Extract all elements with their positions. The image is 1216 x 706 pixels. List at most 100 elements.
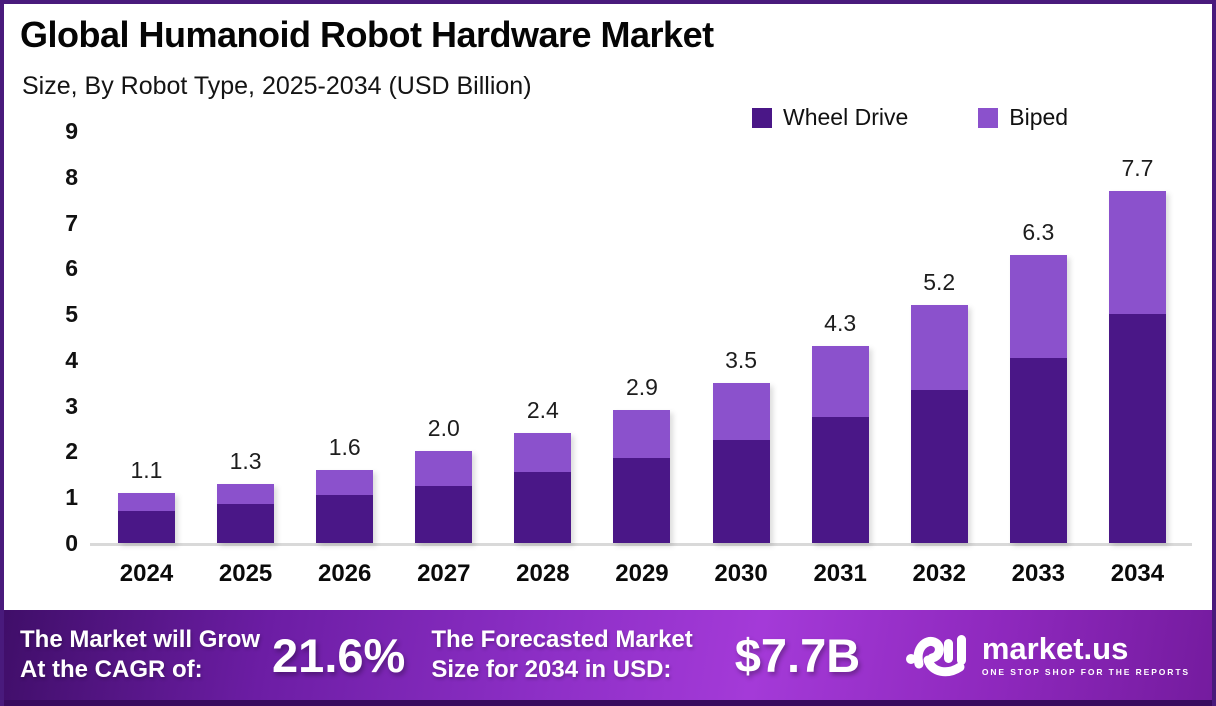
legend-label: Biped [1009,104,1069,130]
bar-total-label: 1.3 [229,447,262,474]
y-tick-label: 0 [65,530,78,556]
bar-segment-wheel-drive [910,389,968,543]
bar-segment-wheel-drive [217,504,275,543]
page-title: Global Humanoid Robot Hardware Market [20,14,714,55]
bar-segment-biped [1108,190,1166,315]
bar-total-label: 2.9 [625,374,658,401]
brand-tagline: ONE STOP SHOP FOR THE REPORTS [981,667,1190,677]
legend-swatch [978,107,999,128]
bar-segment-wheel-drive [415,485,473,543]
forecast-label-line1: The Forecasted Market [431,626,693,653]
legend-item: Biped [978,104,1068,131]
x-tick-label: 2030 [714,560,768,587]
x-tick-label: 2034 [1110,560,1165,587]
legend-label: Wheel Drive [783,104,909,130]
bar-stack [118,492,175,543]
bar-segment-biped [514,433,572,473]
bar-stack [811,346,869,543]
bar-column: 4.3 [811,131,869,543]
bar-total-label: 1.6 [328,433,361,460]
y-tick-label: 8 [65,163,78,190]
bar-stack [1009,254,1067,543]
brand-name: market.us [981,631,1129,666]
bar-stack [415,451,473,543]
x-tick-label: 2033 [1011,560,1066,587]
bar-segment-wheel-drive [1009,357,1067,543]
bar-total-label: 6.3 [1022,218,1055,245]
bar-segment-wheel-drive [613,458,671,543]
bar-column: 1.1 [118,131,175,543]
y-tick-label: 9 [65,118,78,144]
y-tick-label: 5 [65,301,78,328]
bar-stack [316,469,374,543]
bar-segment-wheel-drive [514,472,572,543]
bar-segment-biped [811,346,869,418]
x-tick-label: 2024 [119,560,174,587]
bar-total-label: 7.7 [1121,154,1154,181]
bar-column: 7.7 [1108,131,1166,543]
bar-segment-biped [415,451,473,486]
footer-banner: The Market will Grow At the CAGR of: 21.… [4,610,1212,706]
brand-text: market.us ONE STOP SHOP FOR THE REPORTS [981,631,1190,678]
x-tick-label: 2032 [912,560,966,587]
cagr-label: The Market will Grow At the CAGR of: [20,625,260,685]
bar-stack [613,410,671,543]
bar-segment-biped [217,483,275,505]
bar-segment-wheel-drive [811,417,869,543]
bar-stack [1108,190,1166,543]
bar-column: 2.4 [514,131,572,543]
bar-segment-biped [712,382,770,440]
cagr-label-line2: At the CAGR of: [20,656,203,683]
bar-total-label: 1.1 [130,456,163,483]
x-tick-label: 2028 [516,560,570,587]
forecast-value: $7.7B [734,628,861,682]
bar-stack [217,483,275,543]
bar-column: 3.5 [712,131,770,543]
bar-total-label: 2.0 [427,415,460,442]
y-tick-label: 2 [65,438,78,465]
forecast-label: The Forecasted Market Size for 2034 in U… [431,625,692,685]
bar-segment-wheel-drive [118,510,175,543]
bar-stack [910,304,968,543]
brand-logo: market.us ONE STOP SHOP FOR THE REPORTS [904,628,1190,682]
bar-segment-biped [1009,254,1067,358]
bar-total-label: 3.5 [725,346,758,373]
y-tick-label: 6 [65,255,78,282]
bar-segment-biped [118,492,175,511]
x-axis-labels: 2024 2025 2026 2027 2028 2029 2030 2031 2032 2033… [118,560,1166,588]
bar-segment-wheel-drive [316,494,374,543]
bar-column: 1.6 [316,131,374,543]
cagr-label-line1: The Market will Grow [20,626,261,653]
bar-column: 5.2 [910,131,968,543]
legend-swatch [752,107,772,128]
bar-stack [712,382,770,543]
bar-segment-wheel-drive [712,440,770,543]
x-tick-label: 2031 [813,560,867,587]
bar-total-label: 4.3 [824,310,857,337]
x-tick-label: 2025 [218,560,273,587]
bar-segment-biped [910,304,968,390]
bar-column: 6.3 [1009,131,1067,543]
y-tick-label: 3 [65,392,78,419]
marketus-logo-icon [905,635,966,677]
y-tick-label: 7 [65,209,78,236]
bar-column: 2.0 [415,131,473,543]
plot-area: 1.1 1.3 1.6 2.0 2.4 2.9 3.5 4.3 5.2 6.3 7.7 [118,131,1166,543]
x-axis-line [90,543,1192,546]
x-tick-label: 2029 [615,560,669,587]
bar-segment-biped [613,410,671,459]
bar-stack [514,433,572,543]
bar-segment-biped [316,469,374,495]
bar-total-label: 2.4 [526,397,559,424]
bar-column: 2.9 [613,131,671,543]
legend-item: Wheel Drive [752,104,908,131]
y-tick-label: 1 [65,484,78,511]
bar-column: 1.3 [217,131,275,543]
x-tick-label: 2027 [417,560,471,587]
cagr-value: 21.6% [272,628,406,682]
y-axis: 9 8 7 6 5 4 3 2 1 0 [4,4,78,706]
x-tick-label: 2026 [317,560,372,587]
y-tick-label: 4 [65,346,78,373]
page-subtitle: Size, By Robot Type, 2025-2034 (USD Bill… [22,72,532,100]
